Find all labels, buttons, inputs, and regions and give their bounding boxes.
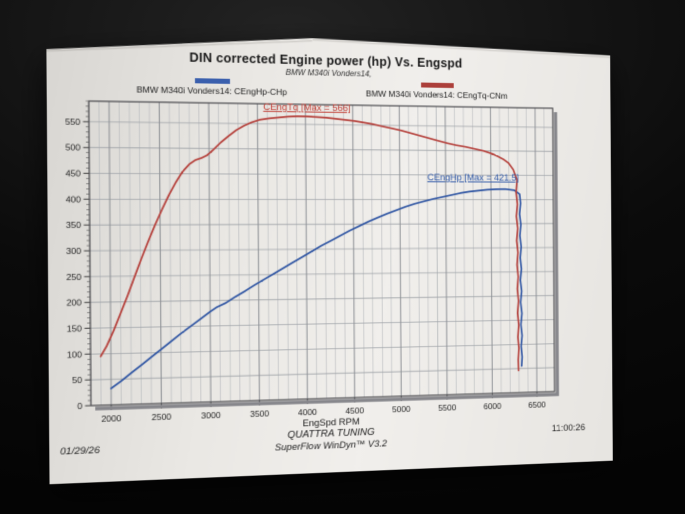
svg-text:5500: 5500 xyxy=(438,403,456,413)
svg-text:100: 100 xyxy=(67,349,82,360)
svg-text:6000: 6000 xyxy=(483,401,501,411)
x-axis-ticks-labels: 2000 2500 3000 3500 4000 4500 5000 5500 6000 6500 xyxy=(101,392,546,424)
dyno-plot: 0 50 100 150 200 250 300 350 400 450 500 550 2000 250… xyxy=(46,18,613,484)
svg-text:4000: 4000 xyxy=(298,407,317,417)
svg-text:250: 250 xyxy=(66,272,81,282)
grid-horizontal xyxy=(89,122,555,380)
svg-text:50: 50 xyxy=(72,375,82,386)
svg-text:500: 500 xyxy=(65,142,80,152)
svg-text:5000: 5000 xyxy=(392,404,411,414)
footer-time: 11:00:26 xyxy=(551,422,586,435)
svg-text:3500: 3500 xyxy=(250,408,269,419)
y-axis-ticks-labels: 0 50 100 150 200 250 300 350 400 450 500 550 xyxy=(65,101,91,412)
svg-text:450: 450 xyxy=(65,168,80,178)
svg-text:300: 300 xyxy=(66,246,81,256)
svg-text:400: 400 xyxy=(66,194,81,204)
svg-text:2500: 2500 xyxy=(152,412,172,423)
svg-text:4500: 4500 xyxy=(345,405,364,415)
svg-text:0: 0 xyxy=(77,401,82,411)
svg-text:3000: 3000 xyxy=(201,410,221,421)
svg-text:6500: 6500 xyxy=(528,400,546,410)
plot-border xyxy=(89,101,555,406)
svg-text:350: 350 xyxy=(66,220,81,230)
footer-date: 01/29/26 xyxy=(60,444,100,458)
annotation-hp-max: CEngHp [Max = 421.5] xyxy=(427,173,519,184)
svg-text:2000: 2000 xyxy=(101,413,121,424)
grid-minor-vertical xyxy=(89,101,555,406)
svg-text:150: 150 xyxy=(67,323,82,334)
annotation-tq-max: CEngTq [Max = 566] xyxy=(263,102,350,114)
svg-text:550: 550 xyxy=(65,116,80,126)
paper-wrap: DIN corrected Engine power (hp) Vs. Engs… xyxy=(46,18,613,484)
paper-sheet: DIN corrected Engine power (hp) Vs. Engs… xyxy=(46,18,613,484)
svg-text:200: 200 xyxy=(66,297,81,307)
